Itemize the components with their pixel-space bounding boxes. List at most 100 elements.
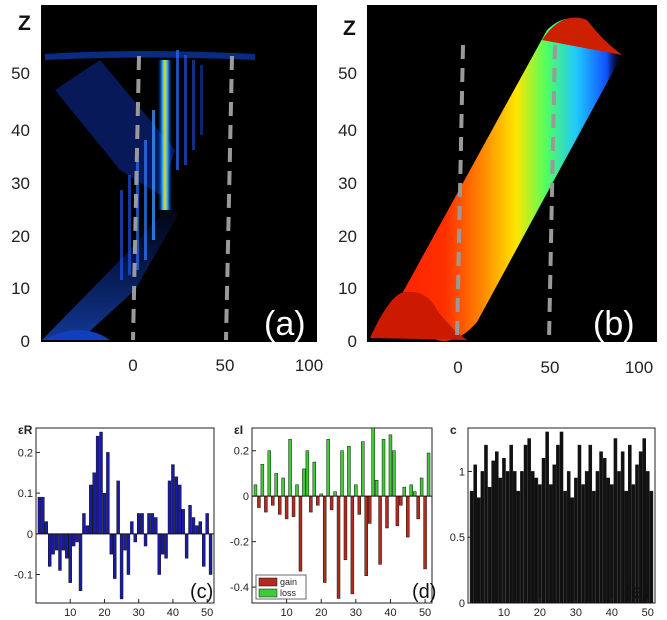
bar [37,496,42,535]
bar [113,533,117,579]
bar [267,450,272,497]
xticks-a: 0 50 100 [128,356,323,375]
ytick-label: 0.5 [450,532,465,544]
bar [65,533,69,559]
bar [484,444,488,604]
bar [530,471,535,604]
bar [548,484,553,604]
bar [150,513,155,535]
bar [119,533,124,600]
bar [487,486,492,604]
xtick-label: 30 [133,607,145,618]
bar [606,477,611,604]
bar [302,468,306,497]
bar [381,439,386,497]
bar [566,471,571,604]
bar [570,497,575,604]
bar [552,464,557,604]
panel-label: (c) [190,581,213,603]
ytick-label: 0.2 [18,447,33,459]
bar [191,517,196,535]
bar [174,476,179,535]
bar [164,533,168,559]
bar [89,484,93,535]
bar [184,533,189,559]
y-axis-label: c [450,423,457,437]
bar [617,471,621,604]
moving-beam-b [370,18,622,341]
bar [649,490,654,604]
bar [130,521,134,535]
bar [102,492,107,535]
panel-label: (d) [412,581,436,603]
bar [563,490,567,604]
bar [527,438,531,604]
bar [512,471,517,604]
bar [520,471,524,604]
bar [198,521,203,535]
bar [109,533,114,555]
bar [610,484,614,604]
dashed-guide-right-a [224,55,234,341]
bar [577,444,582,604]
bar [143,533,148,547]
bar [133,533,137,543]
ytick-label: -0.1 [14,570,33,582]
bar [99,431,103,535]
bar [642,438,646,604]
bar [509,444,513,604]
legend-swatch [258,588,278,598]
bar [260,464,265,497]
bar [58,533,62,571]
bar-chart-c: 0.2 0.1 0 -0.1 10 20 30 40 50 εR (c) [14,423,215,618]
bar [61,533,66,551]
bar [498,477,503,604]
bar [385,495,389,529]
bar [399,495,403,506]
bar [333,491,337,497]
bar [322,495,327,583]
z-axis-label-b: Z [343,17,356,40]
bar [477,497,481,604]
bar [51,533,55,555]
bar [78,533,83,592]
bar [392,450,396,497]
bar [284,495,289,520]
legend-swatch [258,577,278,587]
bar [602,458,607,604]
bar [126,533,131,575]
bar [202,533,206,567]
bar [371,427,375,497]
bar [41,496,45,535]
bar [160,533,165,555]
ytick-label: 0 [459,598,465,610]
xtick: 50 [216,356,235,375]
bar [588,444,593,604]
bar [291,495,296,517]
bar [171,464,175,535]
bar [178,484,182,535]
bar [581,484,585,604]
bar [208,533,213,575]
ytick-label: -0.2 [230,537,249,549]
bar [44,521,48,535]
xtick-label: 20 [534,607,546,618]
xtick-label: 40 [606,607,618,618]
bar [523,444,528,604]
bar [264,495,268,513]
ytick: 30 [11,174,30,193]
panel-label: (e) [625,581,649,603]
bar [195,525,199,535]
bar [106,452,110,535]
legend-label: gain [280,577,297,587]
bar [288,439,292,497]
bar [188,505,192,535]
bar [253,484,258,497]
bar [628,444,632,604]
xtick-label: 10 [64,607,76,618]
bar [416,495,420,520]
bar [494,451,499,604]
ytick: 50 [11,64,30,83]
xtick-label: 10 [498,607,510,618]
